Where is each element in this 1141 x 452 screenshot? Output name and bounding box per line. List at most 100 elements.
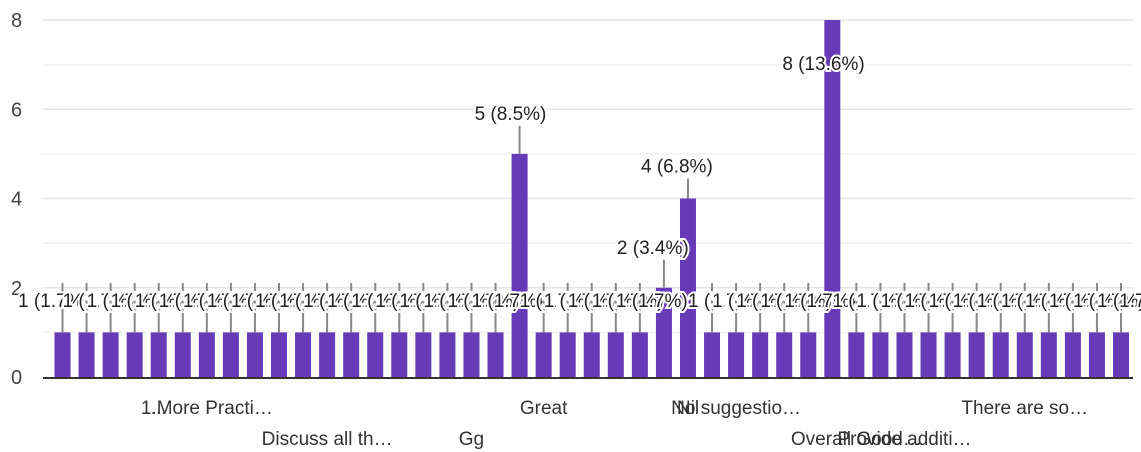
bar <box>319 332 336 377</box>
bar <box>198 332 215 377</box>
bar <box>896 332 913 377</box>
bar <box>728 332 745 377</box>
data-label: 1 (1.7%) <box>87 291 159 312</box>
bars <box>54 20 1129 377</box>
bar <box>150 332 167 377</box>
data-label: 1 (1.7%) <box>1073 291 1141 312</box>
data-label: 1 (1.7%) <box>159 291 231 312</box>
bar <box>631 332 648 377</box>
bar <box>487 332 504 377</box>
bar <box>583 332 600 377</box>
data-label: 1 (1.7%) <box>183 291 255 312</box>
x-category-label: Nil <box>677 398 699 419</box>
data-label: 1 (1.7%) <box>784 291 856 312</box>
y-tick-label: 2 <box>11 278 22 300</box>
bar <box>535 332 552 377</box>
bar <box>872 332 889 377</box>
bar <box>463 332 480 377</box>
bar <box>271 332 288 377</box>
bar <box>174 332 191 377</box>
bar <box>776 332 793 377</box>
bar <box>1016 332 1033 377</box>
data-label: 1 (1.7%) <box>279 291 351 312</box>
data-label: 1 (1.7%) <box>351 291 423 312</box>
bar <box>439 332 456 377</box>
bar <box>511 153 528 377</box>
bar <box>752 332 769 377</box>
data-label: 1 (1.7%) <box>207 291 279 312</box>
bar <box>824 20 841 377</box>
data-label: 1 (1.7%) <box>375 291 447 312</box>
bar <box>343 332 360 377</box>
y-axis: 0 2 4 6 8 <box>11 10 22 389</box>
data-label: 1 (1.7%) <box>736 291 808 312</box>
bar <box>126 332 143 377</box>
data-label: 1 (1.7%) <box>1025 291 1097 312</box>
data-label: 1 (1.7%) <box>880 291 952 312</box>
data-label: 8 (13.6%) <box>782 54 864 75</box>
data-label: 1 (1.7%) <box>520 291 592 312</box>
data-label: 1 (1.7%) <box>472 291 544 312</box>
x-category-label: Discuss all th… <box>262 429 393 450</box>
data-label: 1 (1.7%) <box>399 291 471 312</box>
data-label: 4 (6.8%) <box>641 157 713 178</box>
bar <box>1088 332 1105 377</box>
bar <box>102 332 119 377</box>
bar <box>704 332 721 377</box>
bar <box>78 332 95 377</box>
x-category-label: 1.More Practi… <box>141 398 273 419</box>
data-label: 1 (1.7%) <box>905 291 977 312</box>
data-label: 1 (1.7%) <box>447 291 519 312</box>
x-category-label: Gg <box>459 429 484 450</box>
data-label: 1 (1.7%) <box>544 291 616 312</box>
data-label: 1 (1.7%) <box>712 291 784 312</box>
x-axis: ...1.More Practi… Discuss all th… Gg Great N… <box>43 377 1133 450</box>
bar <box>920 332 937 377</box>
bar <box>1113 332 1129 377</box>
grid-lines <box>43 19 1133 334</box>
y-tick-label: 6 <box>11 99 22 121</box>
x-category-label: ... <box>151 398 167 419</box>
data-label: 1 (1.7%) <box>592 291 664 312</box>
data-label: 1 (1.7%) <box>135 291 207 312</box>
bar <box>246 332 263 377</box>
bar <box>1040 332 1057 377</box>
data-label: 1 (1.7%) <box>18 291 90 312</box>
bar <box>295 332 312 377</box>
bar <box>992 332 1009 377</box>
data-label: 1 (1.7%) <box>568 291 640 312</box>
bar <box>679 198 696 377</box>
bar <box>607 332 624 377</box>
bar <box>800 332 817 377</box>
bar <box>367 332 384 377</box>
bar <box>968 332 985 377</box>
data-labels: 5 (8.5%) 2 (3.4%) 4 (6.8%) 8 (13.6%) <box>473 52 867 288</box>
bar <box>944 332 961 377</box>
data-label: 1 (1.7%) <box>856 291 928 312</box>
x-category-label: Provide additi… <box>837 429 971 450</box>
data-label: 1 (1.7%) <box>303 291 375 312</box>
data-label: 1 (1.7%) <box>929 291 1001 312</box>
y-tick-label: 4 <box>11 189 22 211</box>
bar <box>222 332 239 377</box>
data-label: 1 (1.7%) <box>688 291 760 312</box>
data-label: 1 (1.7%) <box>1001 291 1073 312</box>
data-label: 1 (1.7%) <box>111 291 183 312</box>
y-tick-label: 0 <box>11 367 22 389</box>
y-tick-label: 8 <box>11 10 22 32</box>
small-data-labels: 1 (1.7%)1 (1.7%)1 (1.7%)1 (1.7%)1 (1.7%)… <box>16 283 1141 333</box>
bar <box>1064 332 1081 377</box>
data-label: 2 (3.4%) <box>617 238 689 259</box>
data-label: 1 (1.7%) <box>1049 291 1121 312</box>
bar <box>415 332 432 377</box>
x-category-label: Great <box>520 398 568 419</box>
bar <box>655 287 672 377</box>
data-label: 1 (1.7%) <box>63 291 135 312</box>
data-label: 1 (1.7%) <box>255 291 327 312</box>
data-label: 1 (1.7%) <box>327 291 399 312</box>
bar <box>54 332 71 377</box>
data-label: 1 (1.7%) <box>616 291 688 312</box>
data-label: 5 (8.5%) <box>475 104 547 125</box>
bar <box>391 332 408 377</box>
